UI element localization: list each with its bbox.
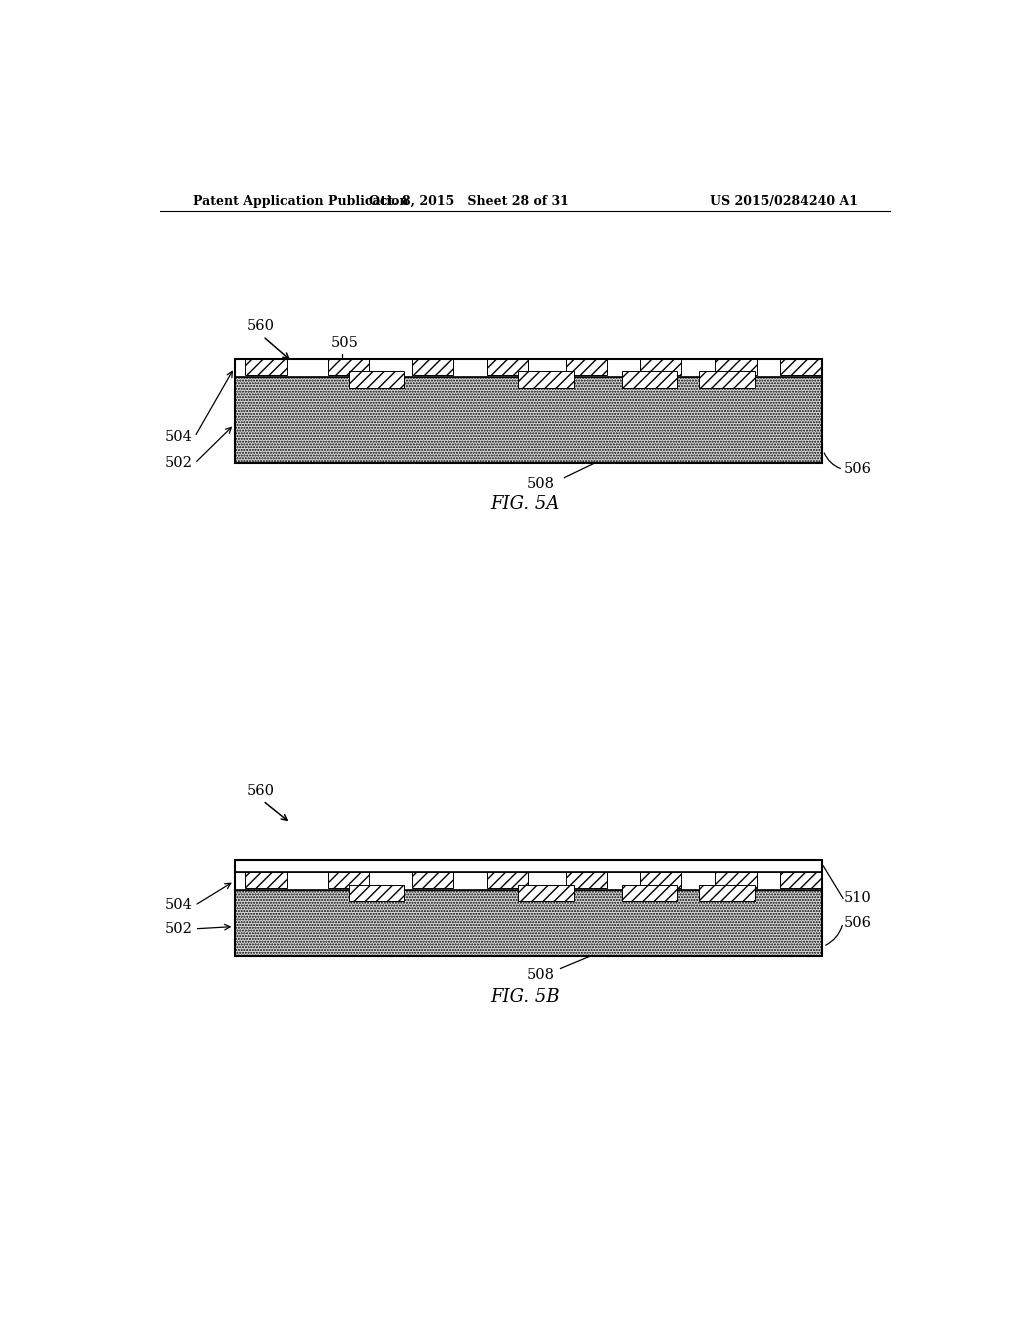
Text: Patent Application Publication: Patent Application Publication [194, 194, 409, 207]
Text: 508: 508 [526, 477, 555, 491]
Bar [699, 371, 755, 388]
Bar [236, 359, 822, 463]
Bar [236, 890, 822, 956]
Bar [566, 359, 607, 375]
Bar [640, 873, 681, 888]
Text: 504: 504 [165, 899, 194, 912]
Bar [566, 873, 607, 888]
Bar [486, 359, 528, 375]
Bar [699, 884, 755, 902]
Text: 506: 506 [844, 462, 871, 477]
Text: FIG. 5A: FIG. 5A [490, 495, 559, 513]
Bar [236, 378, 822, 463]
Text: 504: 504 [165, 430, 194, 444]
Text: 560: 560 [247, 784, 275, 797]
Text: 508: 508 [526, 968, 555, 982]
Bar [715, 873, 757, 888]
Bar [236, 859, 822, 956]
Bar [236, 859, 822, 873]
Text: 560: 560 [247, 319, 275, 333]
Text: 505: 505 [331, 337, 358, 350]
Bar [518, 371, 574, 388]
Bar [246, 359, 287, 375]
Bar [780, 359, 821, 375]
Bar [236, 873, 822, 890]
Bar [348, 884, 404, 902]
Bar [246, 873, 287, 888]
Text: 502: 502 [165, 457, 194, 470]
Text: 502: 502 [165, 921, 194, 936]
Bar [412, 359, 454, 375]
Bar [640, 359, 681, 375]
Bar [328, 359, 370, 375]
Text: 510: 510 [844, 891, 871, 906]
Bar [780, 873, 821, 888]
Text: Oct. 8, 2015   Sheet 28 of 31: Oct. 8, 2015 Sheet 28 of 31 [370, 194, 569, 207]
Text: 506: 506 [844, 916, 871, 929]
Bar [518, 884, 574, 902]
Bar [715, 359, 757, 375]
Bar [236, 359, 822, 378]
Bar [412, 873, 454, 888]
Bar [328, 873, 370, 888]
Bar [622, 884, 677, 902]
Bar [486, 873, 528, 888]
Bar [348, 371, 404, 388]
Text: US 2015/0284240 A1: US 2015/0284240 A1 [710, 194, 858, 207]
Bar [622, 371, 677, 388]
Text: FIG. 5B: FIG. 5B [490, 987, 559, 1006]
